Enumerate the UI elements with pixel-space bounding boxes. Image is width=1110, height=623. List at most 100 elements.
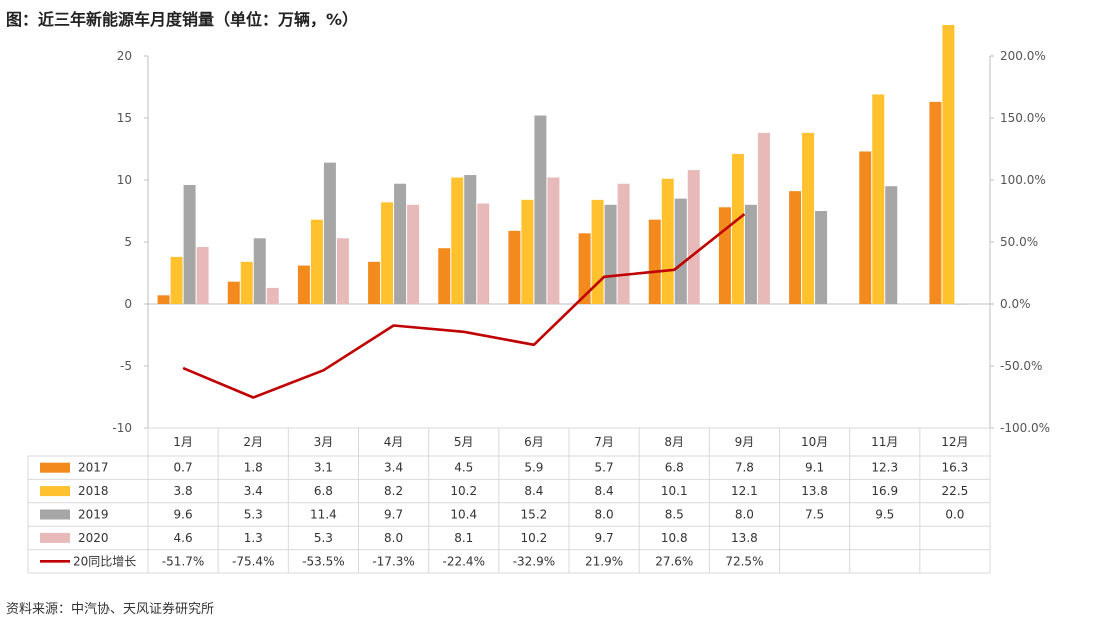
- bar-2020: [687, 170, 700, 304]
- left-tick-label: 0: [124, 297, 132, 311]
- table-cell: 8.4: [595, 484, 614, 498]
- legend-label: 2019: [78, 508, 109, 522]
- table-cell: 15.2: [521, 508, 548, 522]
- table-cell: 13.8: [801, 484, 828, 498]
- table-cell: 6.8: [665, 461, 684, 475]
- table-cell: 1.8: [244, 461, 263, 475]
- table-cell: 16.9: [871, 484, 898, 498]
- legend-swatch-2019: [40, 509, 70, 520]
- table-cell: -75.4%: [232, 554, 274, 568]
- bar-2020: [757, 132, 770, 304]
- table-cell: 10.4: [450, 508, 477, 522]
- table-cell: 6.8: [314, 484, 333, 498]
- legend-swatch-2018: [40, 486, 70, 497]
- table-cell: 13.8: [731, 531, 758, 545]
- table-cell: 8.1: [454, 531, 473, 545]
- category-label: 9月: [735, 435, 755, 449]
- table-cell: 3.4: [244, 484, 263, 498]
- left-tick-label: 5: [124, 235, 132, 249]
- table-cell: 12.1: [731, 484, 758, 498]
- table-cell: -32.9%: [513, 554, 555, 568]
- table-cell: 9.7: [595, 531, 614, 545]
- bar-2018: [872, 94, 885, 304]
- table-cell: 9.1: [805, 461, 824, 475]
- table-cell: 9.6: [174, 508, 193, 522]
- bar-2018: [591, 199, 604, 304]
- table-cell: 8.0: [735, 508, 754, 522]
- left-tick-label: -10: [112, 421, 132, 435]
- table-cell: 5.7: [595, 461, 614, 475]
- bar-2019: [253, 238, 266, 304]
- bar-2018: [451, 177, 464, 304]
- table-cell: 12.3: [871, 461, 898, 475]
- category-label: 11月: [871, 435, 898, 449]
- category-label: 7月: [594, 435, 614, 449]
- right-tick-label: 100.0%: [1000, 173, 1046, 187]
- chart-title: 图：近三年新能源车月度销量（单位：万辆，%）: [6, 10, 359, 29]
- table-cell: 22.5: [942, 484, 969, 498]
- combo-chart: 20 15 10 5 0 -5 -10 200.0% 150.0% 100.0% 50.0% 0.0%…: [27, 25, 1050, 574]
- bar-2019: [394, 183, 407, 304]
- bar-2019: [815, 211, 828, 304]
- bar-2017: [368, 261, 381, 304]
- bar-2020: [547, 177, 560, 304]
- bar-2018: [521, 199, 534, 304]
- bar-2017: [929, 101, 942, 304]
- bar-2019: [674, 198, 687, 304]
- category-label: 8月: [664, 435, 684, 449]
- bar-2018: [170, 256, 183, 304]
- table-cell: 8.4: [524, 484, 543, 498]
- table-cell: -22.4%: [443, 554, 485, 568]
- table-cell: 5.3: [244, 508, 263, 522]
- bar-2018: [310, 219, 323, 304]
- table-cell: 7.5: [805, 508, 824, 522]
- category-label: 1月: [173, 435, 193, 449]
- category-label: 4月: [384, 435, 404, 449]
- table-cell: 9.7: [384, 508, 403, 522]
- table-cell: -53.5%: [302, 554, 344, 568]
- bar-2018: [802, 132, 815, 304]
- category-label: 10月: [801, 435, 828, 449]
- table-cell: 8.2: [384, 484, 403, 498]
- bar-2018: [942, 25, 955, 304]
- legend-swatch-2020: [40, 532, 70, 543]
- right-tick-label: 0.0%: [1000, 297, 1031, 311]
- bar-2017: [157, 295, 170, 304]
- category-label: 12月: [941, 435, 968, 449]
- table-cell: 10.8: [661, 531, 688, 545]
- table-cell: -51.7%: [162, 554, 204, 568]
- table-cell: 8.0: [384, 531, 403, 545]
- category-label: 5月: [454, 435, 474, 449]
- left-tick-label: 15: [117, 111, 132, 125]
- bar-2020: [336, 238, 349, 304]
- bar-2020: [407, 204, 420, 304]
- table-cell: 0.7: [174, 461, 193, 475]
- bar-2020: [196, 246, 209, 304]
- bar-2020: [477, 203, 490, 304]
- bar-2017: [578, 233, 591, 304]
- table-cell: 3.4: [384, 461, 403, 475]
- table-cell: 8.0: [595, 508, 614, 522]
- table-cell: 5.3: [314, 531, 333, 545]
- bar-2019: [464, 175, 477, 304]
- bar-2019: [183, 184, 196, 304]
- bar-2018: [661, 178, 674, 304]
- category-label: 2月: [243, 435, 263, 449]
- table-cell: 16.3: [942, 461, 969, 475]
- table-cell: 0.0: [945, 508, 964, 522]
- table-cell: 3.1: [314, 461, 333, 475]
- bar-2019: [323, 162, 336, 304]
- left-tick-label: 10: [117, 173, 132, 187]
- table-cell: 10.2: [450, 484, 477, 498]
- table-cell: 10.1: [661, 484, 688, 498]
- legend-label: 2020: [78, 531, 109, 545]
- bar-2017: [789, 191, 802, 304]
- bar-2017: [297, 265, 310, 304]
- table-cell: 4.5: [454, 461, 473, 475]
- table-cell: 72.5%: [725, 554, 763, 568]
- table-cell: 8.5: [665, 508, 684, 522]
- legend-label: 2018: [78, 484, 109, 498]
- left-tick-label: 20: [117, 49, 132, 63]
- category-label: 6月: [524, 435, 544, 449]
- bar-2017: [859, 151, 872, 304]
